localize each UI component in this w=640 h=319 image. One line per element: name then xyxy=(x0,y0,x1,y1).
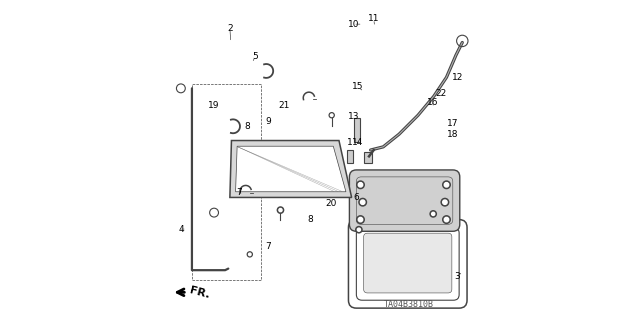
Bar xyxy=(354,118,360,142)
Text: 8: 8 xyxy=(308,215,314,224)
Text: 21: 21 xyxy=(278,101,289,110)
Circle shape xyxy=(277,207,284,213)
Circle shape xyxy=(330,114,333,116)
Text: 2: 2 xyxy=(227,24,233,33)
Text: 9: 9 xyxy=(265,117,271,126)
Text: 11: 11 xyxy=(368,14,380,23)
Text: 12: 12 xyxy=(452,73,463,82)
Circle shape xyxy=(357,228,360,231)
Circle shape xyxy=(444,217,449,222)
Text: 6: 6 xyxy=(353,193,359,202)
Text: 5: 5 xyxy=(252,52,258,61)
FancyBboxPatch shape xyxy=(349,170,460,231)
Polygon shape xyxy=(230,141,351,197)
Circle shape xyxy=(443,181,451,189)
Text: 8: 8 xyxy=(244,122,250,131)
Circle shape xyxy=(430,211,436,217)
Polygon shape xyxy=(236,146,346,192)
Circle shape xyxy=(356,181,364,189)
Circle shape xyxy=(248,253,251,256)
Text: 4: 4 xyxy=(179,225,184,234)
Circle shape xyxy=(359,198,367,206)
Circle shape xyxy=(279,209,282,212)
Text: 18: 18 xyxy=(447,130,459,139)
Text: 17: 17 xyxy=(447,119,459,128)
Text: TA04B3810B: TA04B3810B xyxy=(383,300,433,309)
Circle shape xyxy=(247,252,252,257)
Text: 1: 1 xyxy=(347,137,353,147)
Text: 10: 10 xyxy=(348,20,359,29)
Circle shape xyxy=(358,182,363,187)
Circle shape xyxy=(356,216,364,223)
Circle shape xyxy=(329,113,334,118)
Text: 7: 7 xyxy=(237,188,242,197)
Text: 20: 20 xyxy=(325,199,337,208)
Text: 13: 13 xyxy=(348,112,360,121)
Text: 14: 14 xyxy=(351,137,363,147)
Bar xyxy=(347,150,353,163)
FancyBboxPatch shape xyxy=(364,233,452,293)
Text: FR.: FR. xyxy=(189,285,211,300)
Circle shape xyxy=(360,200,365,204)
Bar xyxy=(192,84,262,280)
Text: 19: 19 xyxy=(208,101,220,110)
Text: 16: 16 xyxy=(426,98,438,107)
Circle shape xyxy=(356,226,362,233)
Circle shape xyxy=(444,182,449,187)
Circle shape xyxy=(443,216,451,223)
Circle shape xyxy=(441,198,449,206)
Text: 3: 3 xyxy=(454,272,460,281)
Text: 15: 15 xyxy=(352,82,364,91)
Circle shape xyxy=(358,217,363,222)
Circle shape xyxy=(431,212,435,215)
Text: 22: 22 xyxy=(435,89,447,98)
Text: 7: 7 xyxy=(265,242,271,251)
Circle shape xyxy=(443,200,447,204)
Bar xyxy=(364,152,372,163)
